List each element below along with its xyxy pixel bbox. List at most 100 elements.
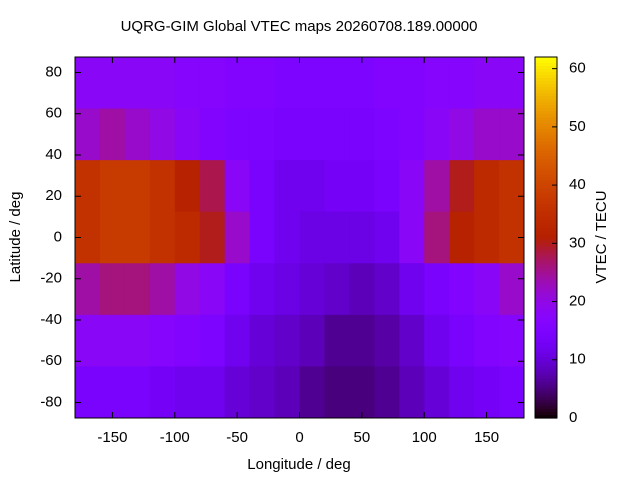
colorbar-segment [535,156,557,160]
colorbar-segment [535,72,557,76]
heat-cell [99,211,126,264]
colorbar-tick-label: 0 [569,409,577,426]
colorbar-segment [535,153,557,157]
colorbar-segment [535,312,557,317]
heat-cell [224,263,251,316]
heat-cell [474,108,500,161]
heat-cell [449,314,475,367]
heat-cell [149,160,176,213]
heat-cell [124,108,151,161]
colorbar-segment [535,411,557,416]
colorbar-segment [535,63,557,67]
colorbar-segment [535,348,557,353]
colorbar-segment [535,357,557,362]
x-tick-label: 100 [412,429,437,446]
heat-cell [449,263,475,316]
colorbar-segment [535,276,557,281]
heat-cell [124,211,151,264]
heat-cell [75,57,101,110]
colorbar-segment [535,114,557,118]
colorbar-segment [535,399,557,404]
heat-cell [224,211,251,264]
heat-cell [224,314,251,367]
y-tick-label: -40 [40,311,62,328]
colorbar-segment [535,240,557,245]
heat-cell [149,57,176,110]
heat-cell [174,108,201,161]
heat-cell [299,314,325,367]
x-axis-label: Longitude / deg [247,456,350,473]
colorbar-segment [535,69,557,73]
colorbar-segment [535,162,557,166]
colorbar-segment [535,210,557,215]
colorbar-segment [535,366,557,371]
colorbar-segment [535,60,557,64]
x-tick-label: -100 [160,429,190,446]
heat-cell [349,160,375,213]
colorbar-segment [535,300,557,305]
colorbar-segment [535,255,557,260]
colorbar-segment [535,99,557,103]
colorbar-frame [534,56,558,419]
colorbar-segment [535,297,557,302]
heat-cell [474,160,500,213]
heat-cell [199,366,226,419]
heat-cell [374,57,400,110]
heat-cell [449,108,475,161]
colorbar-segment [535,393,557,398]
y-tick-label: -60 [40,352,62,369]
colorbar-label: VTEC / TECU [593,190,610,283]
colorbar-tick-label: 60 [569,60,586,77]
heat-cell [499,263,525,316]
heat-cell [474,366,500,419]
heat-cell [499,366,525,419]
colorbar-segment [535,369,557,374]
heat-cell [224,366,251,419]
colorbar-segment [535,306,557,311]
colorbar-segment [535,294,557,299]
colorbar-segment [535,108,557,112]
colorbar-segment [535,78,557,82]
heat-cell [199,108,226,161]
heat-cell [249,160,276,213]
heat-cell [174,160,201,213]
colorbar-segment [535,396,557,401]
y-tick-label: 20 [45,187,62,204]
colorbar-segment [535,195,557,199]
colorbar-segment [535,192,557,196]
colorbar-segment [535,375,557,380]
heat-cell [374,108,400,161]
colorbar-segment [535,93,557,97]
heat-cell [374,263,400,316]
colorbar-segment [535,204,557,209]
colorbar-segment [535,321,557,326]
heat-cell [224,160,251,213]
x-tick-label: -50 [226,429,248,446]
colorbar-segment [535,213,557,218]
heat-cell [424,314,450,367]
chart-title: UQRG-GIM Global VTEC maps 20260708.189.0… [121,18,478,35]
heat-cell [474,57,500,110]
colorbar-segment [535,324,557,329]
heat-cell [274,263,300,316]
heat-cell [399,263,425,316]
heat-cell [274,366,300,419]
heat-cell [299,160,325,213]
heat-cell [374,211,400,264]
heat-cell [99,57,126,110]
y-tick-label: -80 [40,393,62,410]
heat-cell [224,108,251,161]
heat-cell [424,160,450,213]
heat-cell [324,263,350,316]
heat-cell [274,108,300,161]
heat-cell [174,314,201,367]
heat-cell [499,108,525,161]
heat-cell [75,160,101,213]
heat-cell [249,211,276,264]
heat-cell [374,160,400,213]
heat-cell [199,211,226,264]
heat-cell [75,263,101,316]
heat-cell [374,314,400,367]
heat-cell [399,314,425,367]
colorbar-segment [535,261,557,266]
